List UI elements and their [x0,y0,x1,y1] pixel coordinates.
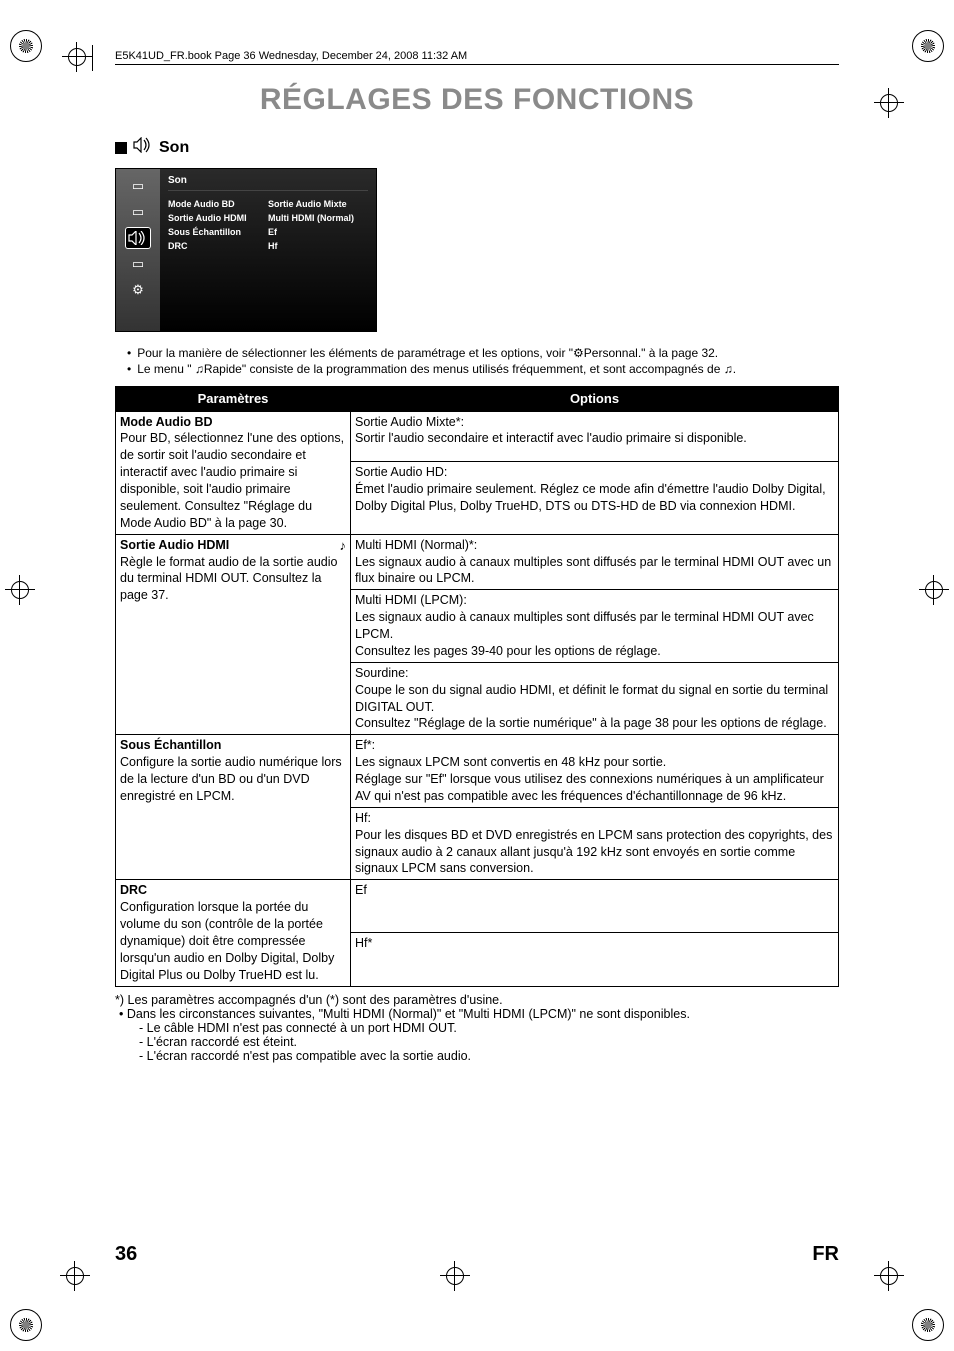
option-cell: Hf* [351,933,839,986]
register-mark-br [874,1261,904,1291]
param-body: Configure la sortie audio numérique lors… [120,755,342,803]
option-cell: Sortie Audio Mixte*: Sortir l'audio seco… [351,411,839,462]
option-cell: Hf: Pour les disques BD et DVD enregistr… [351,807,839,880]
menu-icon-1: ▭ [125,175,151,197]
option-cell: Sourdine: Coupe le son du signal audio H… [351,662,839,735]
param-cell: Sortie Audio HDMI ♪ Règle le format audi… [116,534,351,735]
running-header: E5K41UD_FR.book Page 36 Wednesday, Decem… [115,50,839,65]
menu-icon-column: ▭ ▭ ▭ ⚙ [116,169,160,331]
footnotes: *) Les paramètres accompagnés d'un (*) s… [115,993,839,1063]
crop-mark-br [912,1309,944,1341]
param-body: Configuration lorsque la portée du volum… [120,900,334,982]
trim-line [92,45,93,71]
register-mark-ml [5,575,35,605]
menu-row-val: Hf [268,239,368,253]
footnote-sub: - Le câble HDMI n'est pas connecté à un … [115,1021,839,1035]
option-cell: Ef*: Les signaux LPCM sont convertis en … [351,735,839,808]
crop-mark-bl [10,1309,42,1341]
param-head: Sous Échantillon [120,738,221,752]
register-mark-tr [874,88,904,118]
menu-icon-4: ▭ [125,253,151,275]
speaker-icon [133,137,153,158]
param-body: Pour BD, sélectionnez l'une des options,… [120,431,344,529]
menu-settings-list: Mode Audio BDSortie Audio Mixte Sortie A… [168,197,368,253]
menu-icon-2: ▭ [125,201,151,223]
param-cell: Sous Échantillon Configure la sortie aud… [116,735,351,880]
bullet-square-icon [115,142,127,154]
page-number: 36 [115,1243,137,1266]
section-heading: Son [115,137,839,158]
option-cell: Sortie Audio HD: Émet l'audio primaire s… [351,462,839,535]
param-head: DRC [120,883,147,897]
footnote-line: *) Les paramètres accompagnés d'un (*) s… [115,993,839,1007]
params-table: Paramètres Options Mode Audio BD Pour BD… [115,386,839,987]
page-title: RÉGLAGES DES FONCTIONS [115,83,839,117]
menu-row-key: Mode Audio BD [168,197,268,211]
register-mark-tl [62,42,92,72]
menu-screenshot: ▭ ▭ ▭ ⚙ Son Mode Audio BDSortie Audio Mi… [115,168,377,332]
quick-icon: ♪ [340,537,347,555]
menu-row-key: Sous Échantillon [168,225,268,239]
menu-row-val: Ef [268,225,368,239]
option-cell: Multi HDMI (LPCM): Les signaux audio à c… [351,590,839,663]
notes-list: Pour la manière de sélectionner les élém… [115,346,839,376]
register-mark-bl [60,1261,90,1291]
section-label: Son [159,139,189,157]
menu-icon-5: ⚙ [125,279,151,301]
footnote-text: Dans les circonstances suivantes, "Multi… [127,1007,690,1021]
menu-row-key: DRC [168,239,268,253]
crop-mark-tl [10,30,42,62]
crop-mark-tr [912,30,944,62]
menu-row-val: Multi HDMI (Normal) [268,211,368,225]
option-cell: Ef [351,880,839,933]
footnote-line: • Dans les circonstances suivantes, "Mul… [115,1007,839,1021]
menu-row-val: Sortie Audio Mixte [268,197,368,211]
param-cell: Mode Audio BD Pour BD, sélectionnez l'un… [116,411,351,534]
menu-row-key: Sortie Audio HDMI [168,211,268,225]
footnote-sub: - L'écran raccordé n'est pas compatible … [115,1049,839,1063]
menu-panel-title: Son [168,175,368,191]
footnote-sub: - L'écran raccordé est éteint. [115,1035,839,1049]
param-body: Règle le format audio de la sortie audio… [120,555,338,603]
col-header-opt: Options [351,387,839,412]
register-mark-mr [919,575,949,605]
param-head: Mode Audio BD [120,415,213,429]
col-header-param: Paramètres [116,387,351,412]
param-head: Sortie Audio HDMI [120,538,229,552]
option-cell: Multi HDMI (Normal)*: Les signaux audio … [351,534,839,590]
menu-icon-sound [125,227,151,249]
param-cell: DRC Configuration lorsque la portée du v… [116,880,351,986]
page-lang: FR [812,1243,839,1266]
note-item: Le menu " ♫Rapide" consiste de la progra… [115,362,839,376]
note-item: Pour la manière de sélectionner les élém… [115,346,839,360]
